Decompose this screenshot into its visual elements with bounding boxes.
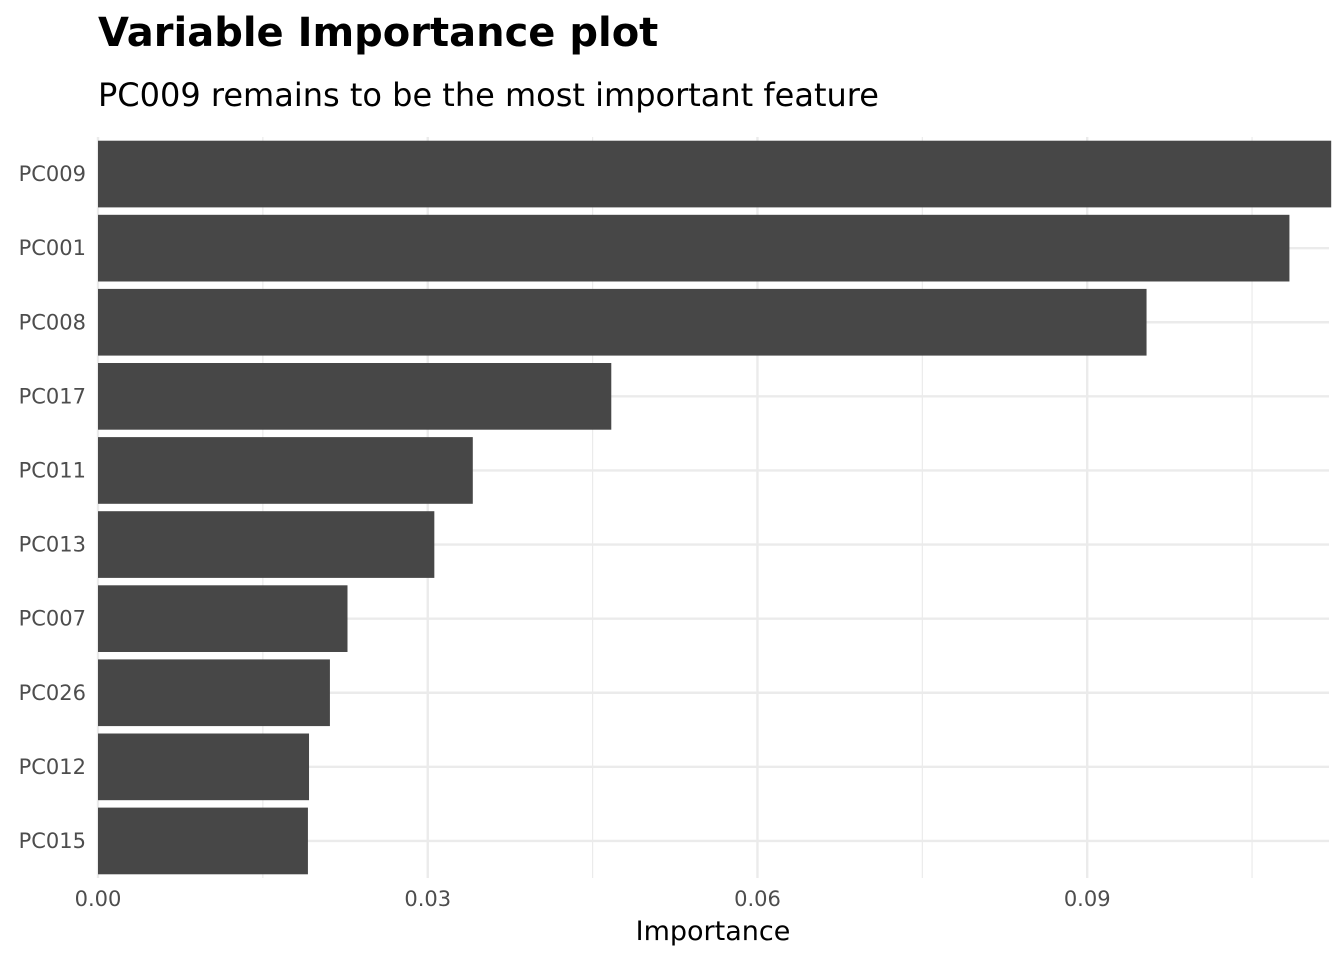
- x-tick-label: 0.03: [404, 887, 451, 911]
- bar-pc017: [98, 363, 612, 430]
- y-tick-label-pc017: PC017: [19, 384, 86, 408]
- bar-pc011: [98, 437, 473, 504]
- y-axis-tick-labels: PC009 PC001 PC008 PC017 PC011 PC013 PC007 PC026…: [19, 162, 86, 853]
- chart-title: Variable Importance plot: [98, 10, 659, 56]
- y-tick-label-pc015: PC015: [19, 829, 86, 853]
- x-axis-title: Importance: [636, 916, 791, 947]
- x-tick-label: 0.06: [734, 887, 781, 911]
- chart-subtitle: PC009 remains to be the most important f…: [98, 76, 879, 114]
- x-tick-label: 0.00: [75, 887, 122, 911]
- y-tick-label-pc013: PC013: [19, 533, 86, 557]
- y-tick-label-pc026: PC026: [19, 681, 86, 705]
- x-tick-label: 0.09: [1064, 887, 1111, 911]
- bar-pc013: [98, 511, 435, 578]
- bar-pc026: [98, 659, 330, 727]
- y-tick-label-pc012: PC012: [19, 755, 86, 779]
- bar-pc001: [98, 214, 1290, 282]
- y-tick-label-pc009: PC009: [19, 162, 86, 186]
- bar-pc012: [98, 733, 310, 801]
- bar-pc008: [98, 288, 1147, 356]
- y-tick-label-pc007: PC007: [19, 607, 86, 631]
- bar-pc009: [98, 140, 1332, 208]
- bars: [98, 140, 1332, 875]
- y-tick-label-pc001: PC001: [19, 236, 86, 260]
- y-tick-label-pc008: PC008: [19, 310, 86, 334]
- x-axis-tick-labels: 0.00 0.03 0.06 0.09: [75, 887, 1111, 911]
- bar-pc015: [98, 807, 308, 875]
- bar-pc007: [98, 585, 348, 652]
- y-tick-label-pc011: PC011: [19, 458, 86, 482]
